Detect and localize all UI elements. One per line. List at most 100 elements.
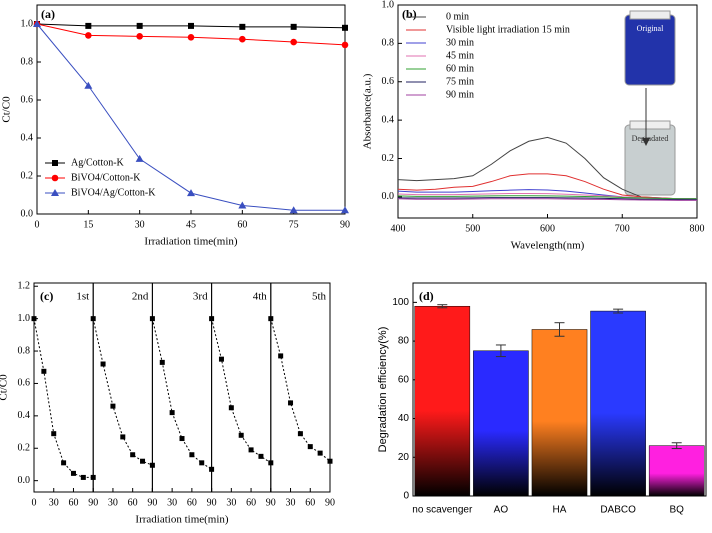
marker [317, 450, 323, 456]
error-bar [554, 322, 565, 337]
x-tick-label: 60 [128, 497, 138, 508]
marker [85, 32, 92, 39]
y-axis-label: Degradation efficiency(%) [377, 327, 389, 453]
marker [135, 154, 144, 162]
x-tick-label: 30 [135, 219, 145, 230]
x-tick-label: 90 [88, 497, 98, 508]
marker [307, 444, 313, 450]
marker [228, 405, 234, 411]
y-tick-label: 80 [398, 336, 410, 347]
y-tick-label: 1.0 [382, 0, 395, 10]
y-tick-label: 20 [398, 452, 410, 463]
series-line [397, 173, 697, 200]
x-tick-label: 75 [289, 219, 299, 230]
y-axis-label: Absorbance(a.u.) [362, 73, 374, 149]
x-tick-label: 60 [68, 497, 78, 508]
arrow-head [642, 138, 650, 146]
y-tick-label: 1.2 [18, 281, 31, 292]
vial-cap [629, 120, 671, 130]
series-line [92, 318, 153, 466]
marker [51, 174, 59, 182]
y-tick-label: 0.0 [18, 475, 31, 486]
panel-label: (c) [40, 289, 53, 303]
marker [278, 353, 284, 359]
marker [189, 452, 195, 458]
marker [199, 460, 205, 466]
panel-label: (b) [402, 7, 417, 21]
y-tick-label: 60 [398, 374, 410, 385]
marker [70, 470, 76, 476]
vial-label: Degradated [632, 134, 669, 143]
legend-label: 30 min [446, 37, 474, 48]
x-tick-label: 400 [391, 223, 406, 234]
marker [258, 453, 264, 459]
x-tick-label: 0 [35, 219, 40, 230]
marker [288, 400, 294, 406]
marker [159, 359, 165, 365]
x-tick-label: 15 [83, 219, 93, 230]
marker [268, 316, 274, 322]
panel-label: (a) [41, 7, 55, 21]
marker [248, 447, 254, 453]
legend-label: BiVO4/Cotton-K [71, 172, 141, 183]
bar [531, 329, 588, 497]
series-line [211, 318, 272, 464]
x-tick-label: 0 [32, 497, 37, 508]
marker [342, 24, 348, 31]
marker [90, 316, 96, 322]
bar [648, 445, 705, 497]
marker [80, 474, 86, 480]
marker [130, 452, 136, 458]
x-tick-label: 60 [246, 497, 256, 508]
y-tick-label: 40 [398, 413, 410, 424]
marker [239, 35, 246, 43]
marker [100, 361, 106, 367]
marker [51, 189, 59, 196]
x-tick-label: BQ [669, 505, 684, 516]
marker [140, 458, 146, 464]
y-tick-label: 1.0 [18, 313, 31, 324]
x-tick-label: DABCO [600, 505, 636, 516]
marker [187, 34, 195, 41]
y-tick-label: 0.8 [18, 345, 31, 356]
x-tick-label: 90 [266, 497, 276, 508]
panel-label: (d) [419, 289, 434, 303]
bar [473, 350, 529, 497]
marker [239, 23, 246, 30]
y-tick-label: 0.8 [21, 56, 34, 67]
x-tick-label: HA [553, 505, 567, 516]
marker [341, 206, 349, 214]
marker [187, 189, 195, 197]
marker [41, 368, 47, 374]
y-tick-label: 0.4 [21, 132, 34, 143]
marker [110, 403, 116, 409]
y-tick-label: 0.4 [18, 410, 31, 421]
marker [238, 432, 244, 438]
y-tick-label: 0 [403, 491, 409, 502]
x-tick-label: 600 [540, 223, 555, 234]
legend-label: Ag/Cotton-K [71, 157, 125, 168]
x-tick-label: 90 [340, 219, 350, 230]
marker [290, 23, 297, 30]
x-tick-label: 30 [286, 497, 296, 508]
error-bar [495, 344, 506, 358]
x-tick-label: no scavenger [412, 505, 473, 516]
y-tick-label: 0.6 [382, 76, 395, 87]
x-tick-label: 45 [186, 219, 196, 230]
x-tick-label: 30 [167, 497, 177, 508]
series-line [397, 195, 697, 200]
marker [188, 22, 194, 29]
x-tick-label: 30 [108, 497, 118, 508]
y-axis-label: Ct/C0 [0, 374, 10, 401]
cycle-label: 4th [253, 291, 268, 303]
x-tick-label: 500 [465, 223, 480, 234]
x-tick-label: 30 [49, 497, 59, 508]
marker [136, 33, 143, 40]
bar [414, 305, 471, 497]
marker [31, 316, 37, 322]
y-tick-label: 0.6 [21, 94, 34, 105]
x-axis-label: Wavelength(nm) [511, 240, 585, 252]
x-tick-label: 30 [226, 497, 236, 508]
legend-label: 45 min [446, 50, 474, 61]
